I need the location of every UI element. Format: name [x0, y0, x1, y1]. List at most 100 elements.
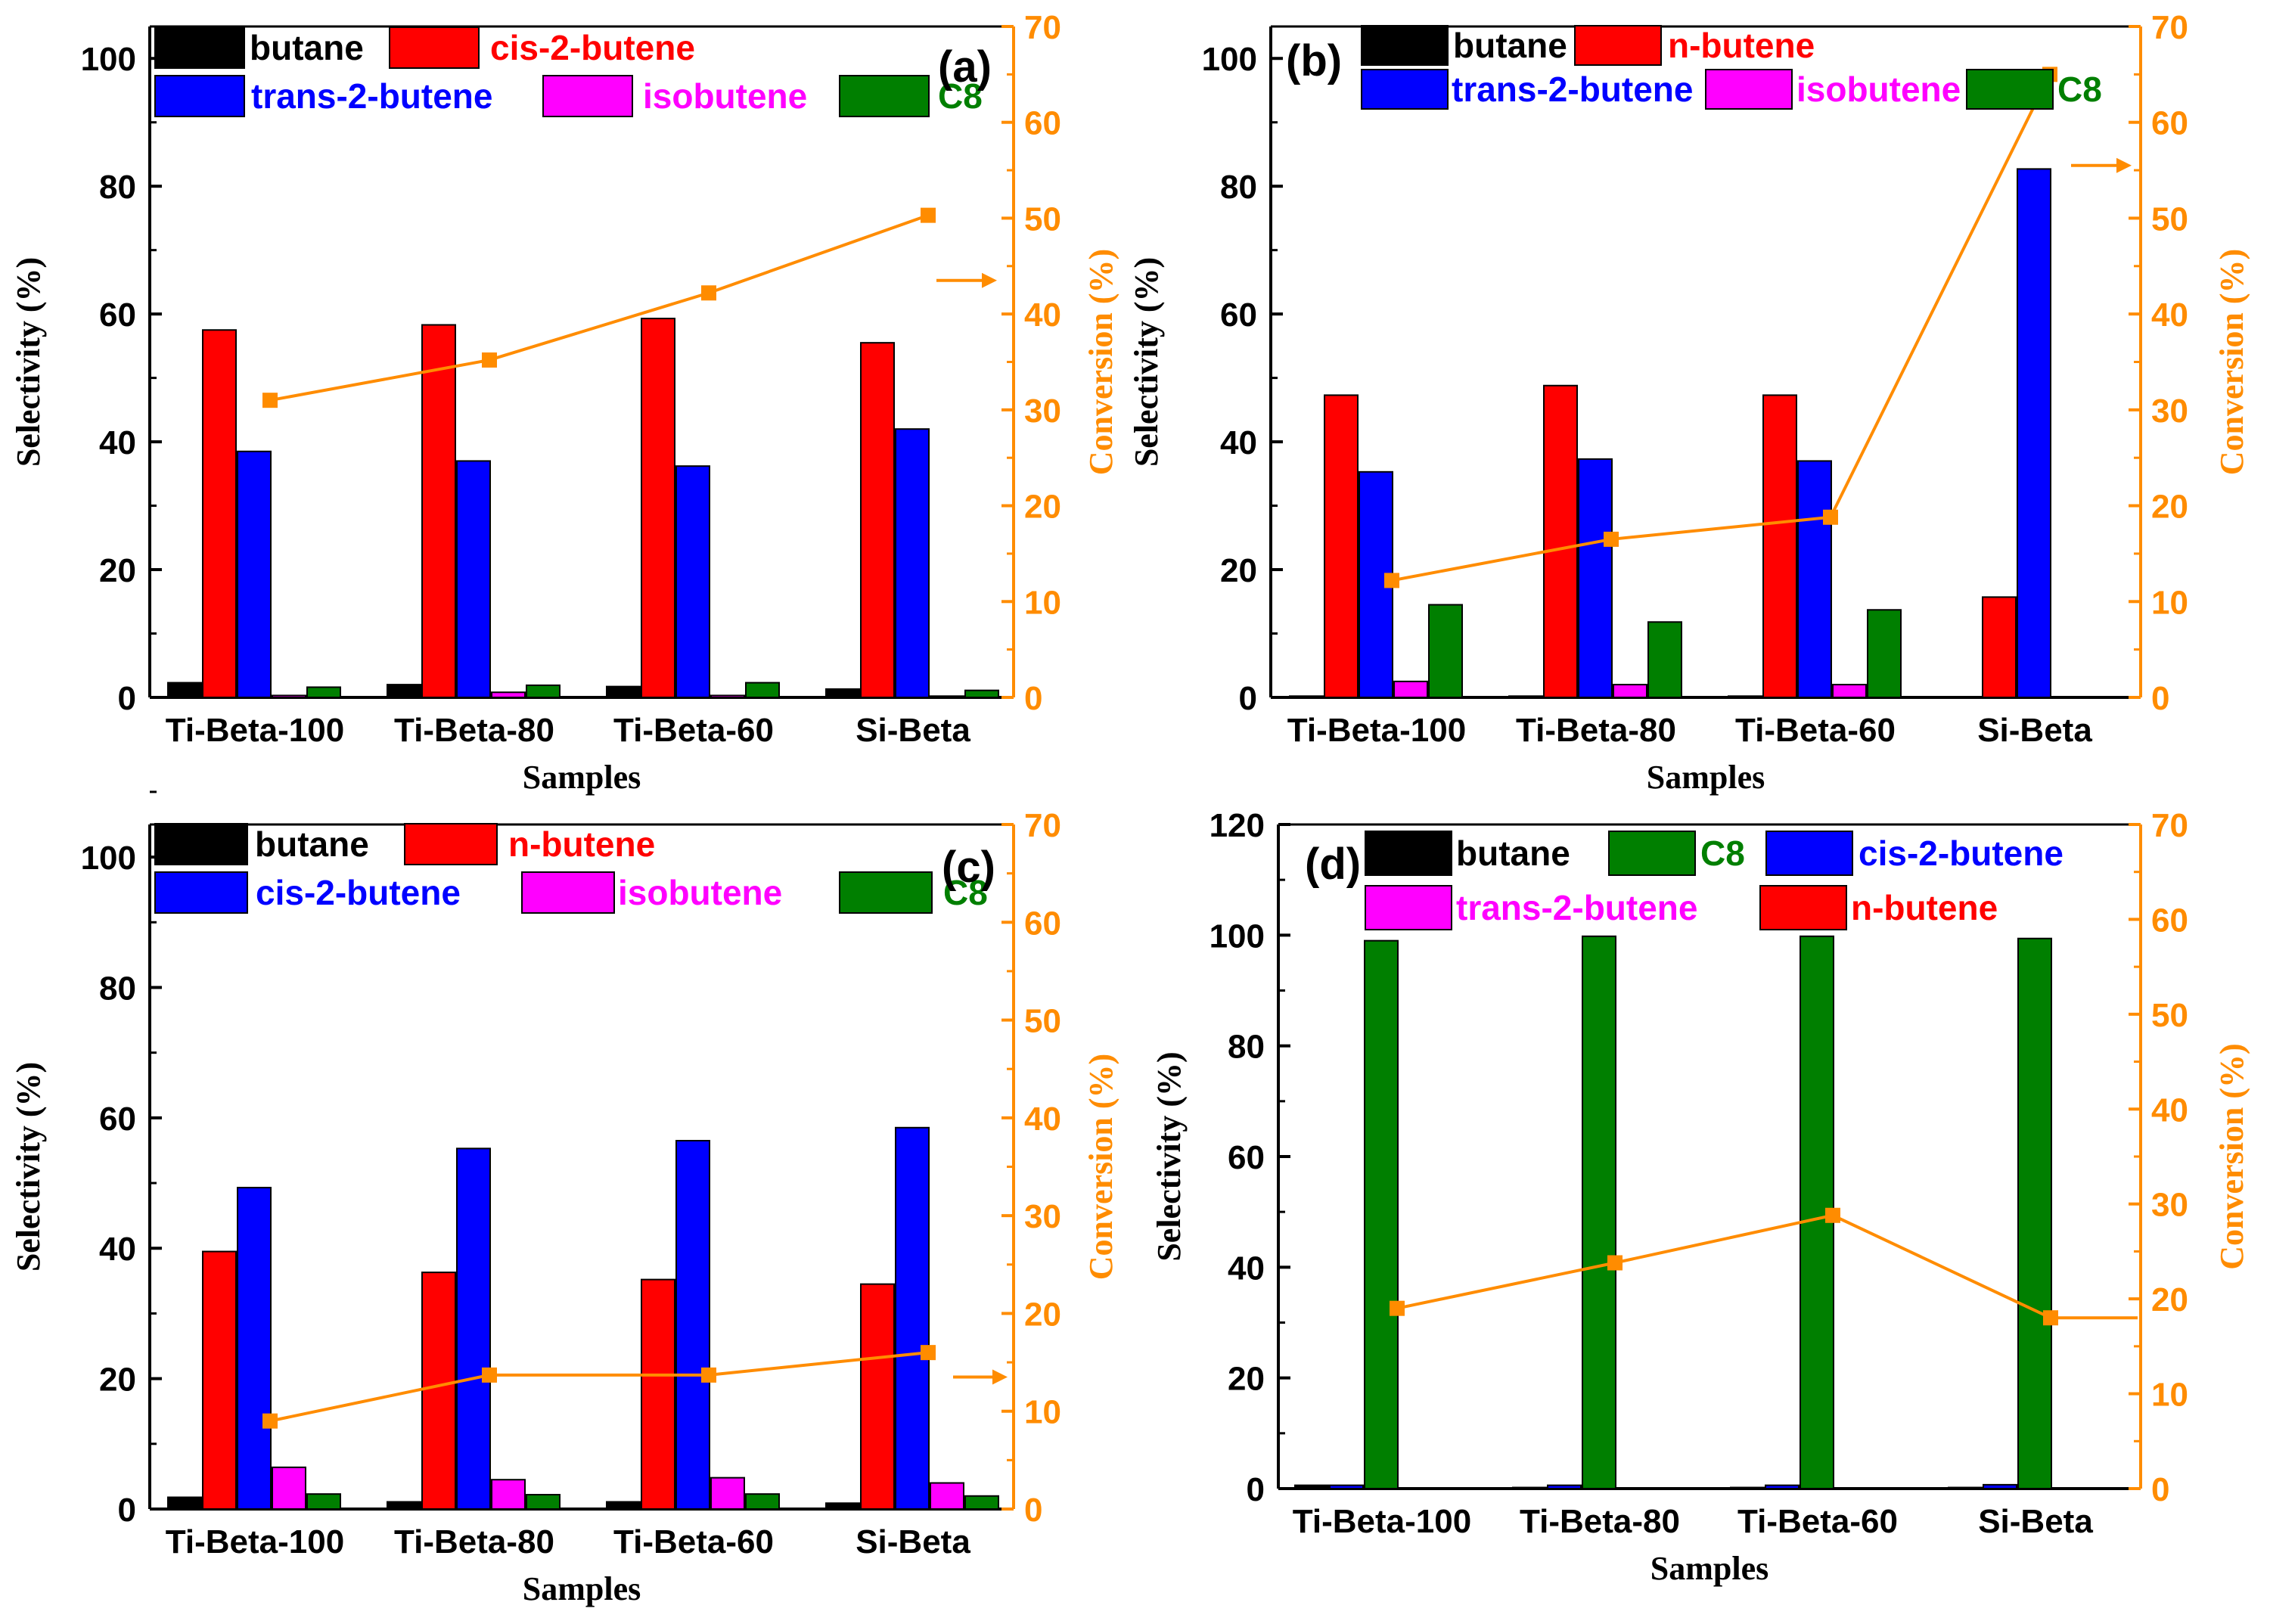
y-axis-title: Selectivity (%) — [10, 257, 47, 467]
bar-butane — [387, 684, 421, 698]
y2-tick-label: 50 — [2151, 200, 2188, 238]
y2-tick-label: 30 — [1024, 1198, 1061, 1235]
legend-label-trans-2-butene: trans-2-butene — [1452, 70, 1693, 109]
conversion-arrow-head — [982, 272, 997, 288]
bar-n-butene — [421, 1272, 456, 1510]
bar-butane — [606, 1501, 641, 1510]
y-tick-label: 40 — [99, 424, 136, 461]
bar-butane — [167, 682, 202, 699]
bar-cis-2-butene — [1329, 1484, 1364, 1489]
x-tick-label: Ti-Beta-80 — [394, 712, 554, 749]
legend-label-n-butene: n-butene — [508, 824, 655, 864]
bar-isobutene — [491, 1479, 526, 1510]
y-tick-label: 40 — [99, 1231, 136, 1268]
bar-c8 — [306, 1493, 341, 1510]
legend-label-isobutene: isobutene — [618, 873, 782, 912]
x-tick-label: Ti-Beta-60 — [1735, 712, 1896, 749]
legend-swatch-butane — [154, 26, 245, 69]
bar-c8 — [1364, 939, 1399, 1489]
y-tick-label: 60 — [99, 297, 136, 334]
legend-label-cis-2-butene: cis-2-butene — [256, 873, 461, 912]
bar-c8 — [1867, 609, 1902, 699]
bar-butane — [1512, 1486, 1547, 1489]
conversion-marker — [1823, 509, 1838, 525]
legend-swatch-isobutene — [521, 871, 615, 914]
bar-butane — [1508, 695, 1543, 699]
bar-c8 — [745, 1493, 780, 1510]
y2-tick-label: 50 — [2151, 997, 2188, 1034]
y-axis-title: Selectivity (%) — [1151, 1051, 1188, 1261]
legend-swatch-n-butene — [1574, 25, 1662, 66]
y-tick-label: 80 — [99, 970, 136, 1007]
bar-butane — [825, 688, 860, 698]
conversion-line — [269, 213, 929, 402]
bar-c8 — [1428, 604, 1463, 698]
y2-tick-label: 40 — [1024, 1101, 1061, 1138]
chart-panel-c: 0 20 40 60 80 100 0 10 20 30 40 50 60 70 Selectivity (… — [10, 790, 1119, 1607]
bar-isobutene — [272, 1466, 306, 1511]
conversion-arrow-head — [2116, 157, 2132, 173]
legend-swatch-cis-2-butene — [1765, 831, 1853, 876]
bar-trans-2-butene — [895, 428, 930, 698]
bar-c8 — [1582, 935, 1616, 1489]
bar-c8 — [745, 682, 780, 699]
legend-label-c8: C8 — [1700, 834, 1745, 873]
bar-trans-2-butene — [675, 465, 710, 698]
legend-swatch-isobutene — [542, 75, 633, 117]
bar-cis-2-butene — [202, 329, 237, 698]
bar-n-butene — [1543, 384, 1578, 698]
conversion-marker — [262, 1413, 278, 1429]
y-tick-label: 60 — [1228, 1139, 1265, 1176]
y2-axis-title: Conversion (%) — [2213, 249, 2250, 475]
legend-label-butane: butane — [250, 28, 364, 67]
y2-tick-label: 20 — [1024, 489, 1061, 526]
y2-tick-label: 60 — [1024, 105, 1061, 142]
bar-trans-2-butene — [2017, 168, 2051, 699]
x-tick-label: Ti-Beta-80 — [1516, 712, 1676, 749]
legend-swatch-butane — [1361, 25, 1449, 66]
panel-label: (d) — [1305, 840, 1361, 889]
y2-tick-label: 60 — [2151, 105, 2188, 142]
legend-label-trans-2-butene: trans-2-butene — [1456, 888, 1697, 927]
y-tick-label: 40 — [1220, 424, 1257, 461]
y2-tick-label: 10 — [1024, 1394, 1061, 1431]
bar-cis-2-butene — [895, 1126, 930, 1511]
y2-tick-label: 50 — [1024, 1003, 1061, 1040]
bar-n-butene — [202, 1250, 237, 1510]
y-tick-label: 80 — [1220, 169, 1257, 206]
x-tick-label: Ti-Beta-100 — [166, 712, 344, 749]
bar-cis-2-butene — [456, 1147, 491, 1511]
bar-butane — [825, 1502, 860, 1510]
y-tick-label: 100 — [1202, 41, 1257, 78]
bar-trans-2-butene — [237, 450, 272, 698]
y-tick-label: 100 — [81, 840, 136, 877]
legend-swatch-trans-2-butene — [154, 75, 245, 117]
bar-isobutene — [710, 694, 745, 698]
x-axis-title: Samples — [523, 759, 641, 796]
x-tick-label: Ti-Beta-60 — [613, 1523, 774, 1560]
y2-tick-label: 0 — [1024, 1492, 1042, 1529]
legend-label-c8: C8 — [938, 76, 983, 116]
conversion-line — [1391, 73, 2051, 582]
y-tick-label: 0 — [1239, 680, 1257, 717]
bar-isobutene — [1613, 684, 1647, 698]
y-tick-label: 80 — [99, 169, 136, 206]
conversion-marker — [701, 285, 716, 301]
bar-cis-2-butene — [1765, 1484, 1800, 1489]
legend-label-cis-2-butene: cis-2-butene — [1859, 834, 2063, 873]
bar-cis-2-butene — [421, 324, 456, 698]
bar-cis-2-butene — [641, 318, 675, 698]
y2-tick-label: 20 — [2151, 489, 2188, 526]
y-tick-label: 60 — [1220, 297, 1257, 334]
y-tick-label: 20 — [1220, 552, 1257, 589]
y-tick-label: 80 — [1228, 1029, 1265, 1066]
y-tick-label: 100 — [81, 41, 136, 78]
bar-cis-2-butene — [675, 1140, 710, 1510]
conversion-marker — [921, 207, 936, 223]
x-tick-label: Ti-Beta-100 — [166, 1523, 344, 1560]
y2-tick-label: 70 — [1024, 807, 1061, 844]
legend-swatch-isobutene — [1705, 69, 1793, 110]
legend-swatch-trans-2-butene — [1361, 69, 1449, 110]
legend-swatch-c8 — [1608, 831, 1696, 876]
